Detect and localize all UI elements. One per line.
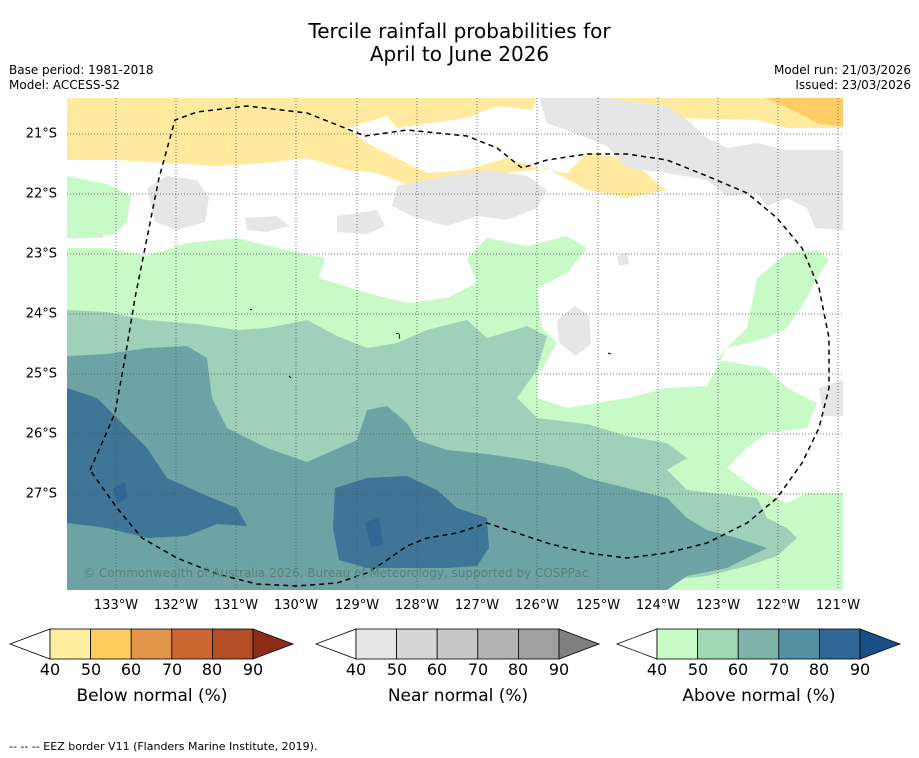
lat-label: 26°S <box>25 426 57 442</box>
colorbar-tick: 40 <box>345 660 367 679</box>
gridlines <box>67 98 843 590</box>
colorbar-segment <box>211 628 254 660</box>
colorbar-segment <box>656 628 698 660</box>
colorbar-segment <box>477 628 519 660</box>
colorbar-tick: 40 <box>39 660 61 679</box>
lon-label: 127°W <box>454 598 500 613</box>
lon-label: 128°W <box>394 598 440 613</box>
colorbar-segment <box>171 628 213 660</box>
island <box>288 375 292 379</box>
colorbar-tick: 90 <box>242 660 264 679</box>
lon-label: 130°W <box>273 598 319 613</box>
island <box>249 308 253 311</box>
model-run: Model run: 21/03/2026 <box>773 63 911 77</box>
colorbar-tick: 70 <box>161 660 183 679</box>
title-line-1: Tercile rainfall probabilities for <box>308 19 611 43</box>
below-normal-60-region <box>765 98 843 126</box>
meta-right: Model run: 21/03/2026 Issued: 23/03/2026 <box>774 63 911 93</box>
colorbar-extend-high <box>558 628 601 660</box>
near-normal-patch <box>392 170 547 226</box>
colorbar-above-normal <box>615 628 902 660</box>
colorbar-segment <box>396 628 438 660</box>
colorbar-tick: 70 <box>768 660 790 679</box>
colorbar-segment <box>355 628 397 660</box>
title-line-2: April to June 2026 <box>369 42 550 66</box>
near-normal-patch <box>557 306 591 356</box>
colorbar-extend-low <box>8 628 51 660</box>
colorbar-tick: 70 <box>467 660 489 679</box>
lon-label: 126°W <box>514 598 560 613</box>
eez-border <box>89 105 830 587</box>
colorbar-title-below: Below normal (%) <box>76 686 228 706</box>
lon-label: 133°W <box>93 598 139 613</box>
lon-label: 121°W <box>815 598 861 613</box>
below-normal-50-region <box>67 98 843 198</box>
base-period: Base period: 1981-2018 <box>9 63 154 77</box>
lon-label: 124°W <box>635 598 681 613</box>
meta-left: Base period: 1981-2018 Model: ACCESS-S2 <box>9 63 154 93</box>
issued-date: Issued: 23/03/2026 <box>795 78 911 92</box>
colorbar-tick: 60 <box>426 660 448 679</box>
colorbar-tick: 80 <box>808 660 830 679</box>
lon-label: 125°W <box>575 598 621 613</box>
colorbar-tick: 90 <box>849 660 871 679</box>
lon-label: 132°W <box>153 598 199 613</box>
near-normal-patch <box>147 176 209 230</box>
above-normal-90-region <box>365 518 383 548</box>
lon-label: 122°W <box>755 598 801 613</box>
island <box>607 352 612 355</box>
colorbar-title-near: Near normal (%) <box>387 686 529 706</box>
lat-label: 21°S <box>25 126 57 142</box>
colorbar-below-normal <box>8 628 295 660</box>
colorbar-segment <box>778 628 820 660</box>
above-normal-80-region <box>67 388 247 538</box>
lat-label: 24°S <box>25 306 57 322</box>
island <box>395 333 401 340</box>
near-normal-patch <box>617 252 629 266</box>
colorbar-tick: 50 <box>386 660 408 679</box>
colorbar-tick: 60 <box>120 660 142 679</box>
colorbar-segment <box>49 628 91 660</box>
above-normal-90-region <box>113 482 127 504</box>
colorbar-segment <box>90 628 132 660</box>
colorbar-tick: 50 <box>80 660 102 679</box>
colorbar-near-normal <box>314 628 601 660</box>
colorbar-tick: 80 <box>201 660 223 679</box>
colorbar-segment <box>518 628 560 660</box>
chart-title: Tercile rainfall probabilities for April… <box>0 20 919 66</box>
near-normal-patch <box>337 210 385 234</box>
lon-label: 131°W <box>213 598 259 613</box>
colorbar-tick: 80 <box>507 660 529 679</box>
colorbar-extend-low <box>314 628 357 660</box>
near-normal-patch <box>539 98 843 230</box>
colorbar-title-above: Above normal (%) <box>682 686 836 706</box>
above-normal-70-region <box>67 346 767 590</box>
copyright-text: © Commonwealth of Australia 2026, Bureau… <box>83 566 588 580</box>
lat-label: 22°S <box>25 186 57 202</box>
colorbar-extend-low <box>615 628 658 660</box>
colorbar-tick: 60 <box>727 660 749 679</box>
eez-footnote: -- -- -- EEZ border V11 (Flanders Marine… <box>9 740 318 753</box>
colorbar-tick: 40 <box>646 660 668 679</box>
lat-label: 27°S <box>25 486 57 502</box>
colorbar-segment <box>737 628 780 660</box>
colorbar-segment <box>436 628 479 660</box>
colorbar-segment <box>819 628 861 660</box>
lat-label: 23°S <box>25 246 57 262</box>
forecast-map: © Commonwealth of Australia 2026, Bureau… <box>67 98 843 590</box>
colorbar-extend-high <box>252 628 295 660</box>
model-name: Model: ACCESS-S2 <box>9 78 121 92</box>
lon-label: 123°W <box>695 598 741 613</box>
colorbar-segment <box>697 628 739 660</box>
colorbar-tick: 50 <box>687 660 709 679</box>
colorbars <box>8 628 902 660</box>
colorbar-extend-high <box>859 628 902 660</box>
lon-label: 129°W <box>334 598 380 613</box>
near-normal-patch <box>245 216 289 232</box>
colorbar-tick: 90 <box>548 660 570 679</box>
lat-label: 25°S <box>25 366 57 382</box>
colorbar-segment <box>130 628 173 660</box>
